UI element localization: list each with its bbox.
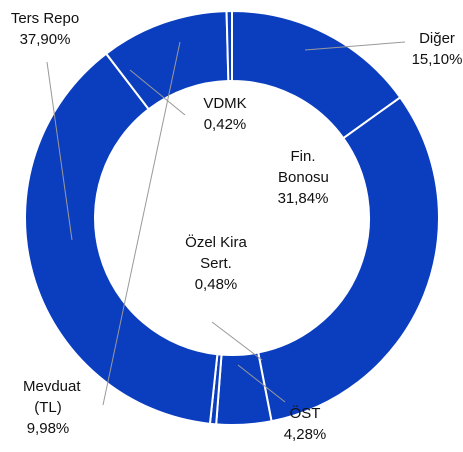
value-label: 9,98%: [26, 420, 70, 437]
category-label: Özel Kira Sert.: [185, 234, 247, 272]
leader-line: [211, 321, 263, 361]
data-label: VDMK 0,42%: [185, 93, 265, 135]
value-label: 4,28%: [283, 426, 327, 443]
leader-lines: [46, 41, 406, 406]
leader-line: [237, 364, 286, 403]
category-label: Fin. Bonosu: [278, 148, 329, 186]
slice: [257, 95, 440, 423]
category-label: Mevduat (TL): [23, 378, 81, 416]
leader-line: [102, 41, 181, 406]
value-label: 0,48%: [194, 276, 238, 293]
category-label: ÖST: [289, 405, 321, 422]
data-label: Fin. Bonosu 31,84%: [268, 146, 338, 209]
slice: [24, 52, 219, 425]
data-label: Özel Kira Sert. 0,48%: [166, 232, 266, 295]
value-label: 31,84%: [277, 190, 329, 207]
data-label: Mevduat (TL) 9,98%: [8, 376, 88, 439]
data-label: Diğer 15,10%: [397, 28, 463, 70]
category-label: Ters Repo: [10, 10, 80, 27]
data-label: ÖST 4,28%: [275, 403, 335, 445]
leader-line: [129, 69, 186, 116]
category-label: VDMK: [203, 95, 247, 112]
value-label: 0,42%: [203, 116, 247, 133]
value-label: 37,90%: [19, 31, 71, 48]
value-label: 15,10%: [411, 51, 463, 68]
data-label: Ters Repo 37,90%: [0, 8, 90, 50]
slice: [225, 9, 233, 83]
leader-line: [46, 61, 73, 241]
leader-line: [304, 41, 406, 51]
category-label: Diğer: [419, 30, 455, 47]
